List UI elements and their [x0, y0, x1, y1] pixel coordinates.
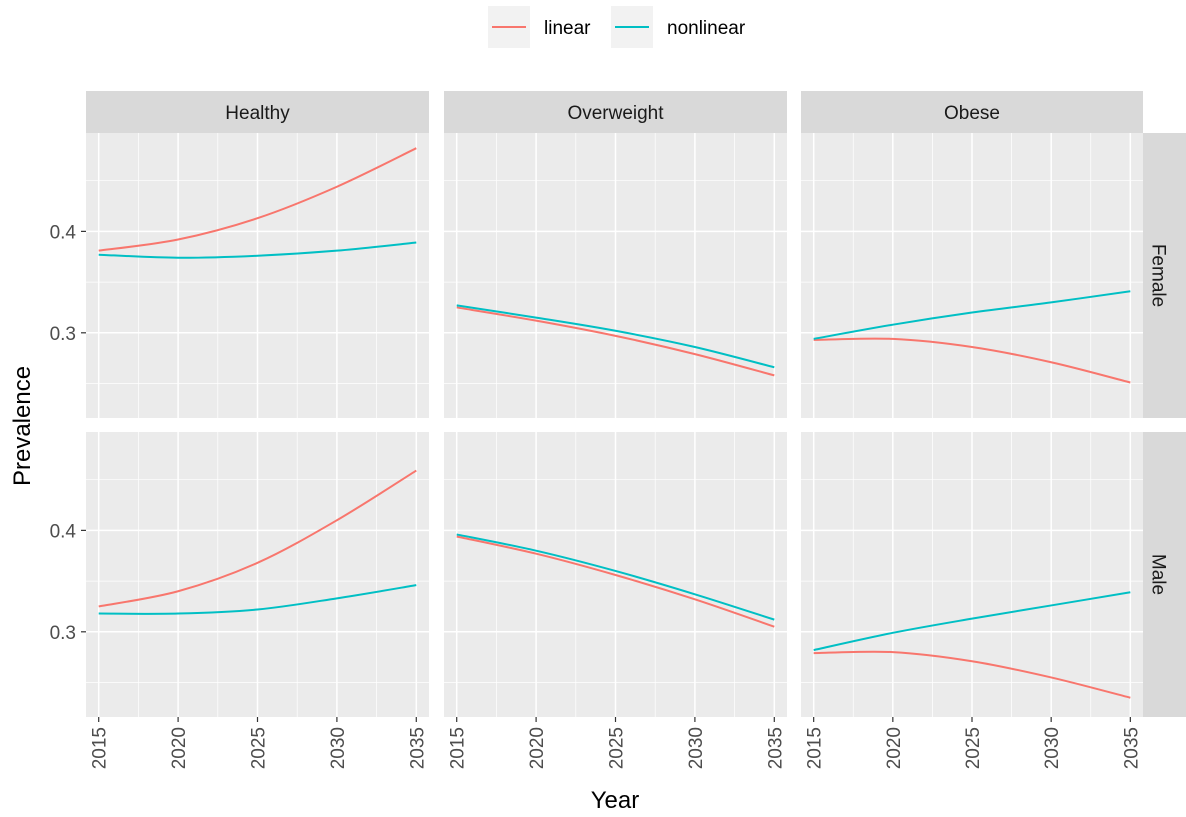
series-line-nonlinear — [813, 290, 1131, 340]
strip-healthy: Healthy — [86, 91, 429, 133]
x-tick-label: 2030 — [1042, 727, 1063, 769]
strip-background — [1143, 432, 1186, 717]
strip-background — [444, 91, 787, 133]
x-tick-label: 2035 — [407, 727, 428, 769]
strip-label: Obese — [944, 103, 1000, 124]
y-axes: 0.3 0.4 0.3 0.4 — [50, 222, 86, 644]
panel-overweight-female — [444, 133, 787, 418]
x-axis-obese: 2015 2020 2025 2030 2035 — [805, 717, 1142, 769]
x-tick-label: 2030 — [686, 727, 707, 769]
y-axis-male: 0.3 0.4 — [50, 521, 86, 644]
column-facet-strips: Healthy Overweight Obese — [86, 91, 1143, 133]
legend-item-nonlinear: nonlinear — [611, 6, 746, 48]
series-line-nonlinear — [813, 591, 1131, 652]
strip-label: Female — [1147, 244, 1168, 307]
panel-obese-male — [801, 432, 1143, 717]
series-line-linear — [98, 469, 417, 608]
series-line-nonlinear — [456, 304, 775, 369]
series-line-nonlinear — [98, 241, 417, 259]
legend-label: linear — [544, 18, 591, 39]
series-line-linear — [98, 147, 417, 252]
x-tick-label: 2020 — [884, 727, 905, 769]
y-tick-label: 0.4 — [50, 521, 77, 542]
strip-label: Healthy — [225, 103, 290, 124]
series-line-linear — [813, 337, 1131, 384]
strip-male: Male — [1143, 432, 1186, 717]
x-axes: 2015 2020 2025 2030 2035 2015 2020 2025 2030 2035… — [90, 717, 1142, 769]
facet-grid — [86, 133, 1143, 717]
strip-label: Overweight — [567, 103, 664, 124]
panel-healthy-male — [86, 432, 429, 717]
x-tick-label: 2015 — [90, 727, 111, 769]
strip-background — [801, 91, 1143, 133]
panel-overweight-male — [444, 432, 787, 717]
panel-healthy-female — [86, 133, 429, 418]
x-tick-label: 2035 — [765, 727, 786, 769]
y-axis-female: 0.3 0.4 — [50, 222, 86, 345]
panel-obese-female — [801, 133, 1143, 418]
series-line-nonlinear — [98, 584, 417, 615]
y-tick-label: 0.4 — [50, 222, 77, 243]
x-tick-label: 2025 — [249, 727, 270, 769]
legend-label: nonlinear — [667, 18, 746, 39]
x-axis-healthy: 2015 2020 2025 2030 2035 — [90, 717, 428, 769]
y-tick-label: 0.3 — [50, 324, 76, 345]
x-tick-label: 2025 — [607, 727, 628, 769]
x-tick-label: 2025 — [963, 727, 984, 769]
x-tick-label: 2020 — [527, 727, 548, 769]
y-axis-title: Prevalence — [9, 366, 36, 486]
y-tick-label: 0.3 — [50, 623, 76, 644]
legend-item-linear: linear — [488, 6, 591, 48]
x-axis-title: Year — [591, 787, 640, 814]
x-tick-label: 2020 — [169, 727, 190, 769]
strip-obese: Obese — [801, 91, 1143, 133]
legend: linear nonlinear — [488, 6, 746, 48]
x-axis-overweight: 2015 2020 2025 2030 2035 — [448, 717, 786, 769]
strip-background — [1143, 133, 1186, 418]
x-tick-label: 2015 — [448, 727, 469, 769]
series-line-linear — [813, 650, 1131, 699]
strip-overweight: Overweight — [444, 91, 787, 133]
series-line-linear — [456, 535, 775, 628]
strip-background — [86, 91, 429, 133]
x-tick-label: 2035 — [1121, 727, 1142, 769]
strip-female: Female — [1143, 133, 1186, 418]
row-facet-strips: Female Male — [1143, 133, 1186, 717]
strip-label: Male — [1147, 554, 1168, 595]
x-tick-label: 2015 — [805, 727, 826, 769]
series-line-nonlinear — [456, 533, 775, 621]
x-tick-label: 2030 — [328, 727, 349, 769]
series-line-linear — [456, 306, 775, 377]
